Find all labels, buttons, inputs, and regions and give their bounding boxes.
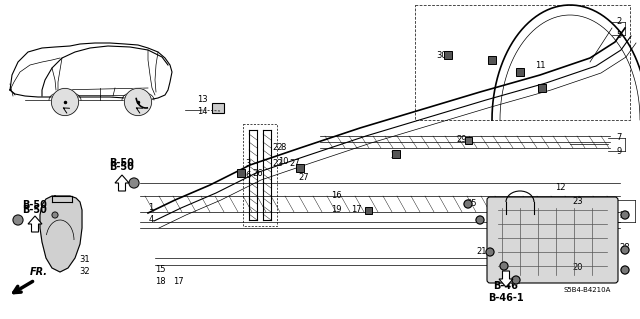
Polygon shape [499,271,513,287]
Text: 1: 1 [148,204,154,212]
Bar [212,103,224,113]
Text: B-46: B-46 [493,281,518,291]
Polygon shape [115,175,129,191]
Text: 31: 31 [80,256,90,264]
Circle shape [464,200,472,208]
Circle shape [52,212,58,218]
Text: 10: 10 [278,157,288,166]
Text: 13: 13 [196,95,207,105]
Text: S5B4-B4210A: S5B4-B4210A [563,287,611,293]
Text: 27: 27 [290,159,300,167]
Text: B-50: B-50 [22,205,47,215]
Circle shape [500,262,508,270]
Text: 12: 12 [555,183,565,192]
Text: 26: 26 [253,168,263,177]
Text: 16: 16 [331,191,341,201]
Bar [444,51,452,59]
Text: B-46-1: B-46-1 [488,293,524,303]
Circle shape [13,215,23,225]
Bar [237,169,245,177]
Circle shape [512,276,520,284]
Text: 21: 21 [511,278,521,286]
Circle shape [621,211,629,219]
Text: 32: 32 [80,268,90,277]
Bar [538,84,546,92]
Bar [365,206,371,213]
Text: 23: 23 [573,197,583,206]
Text: B-50: B-50 [22,200,47,210]
Bar [465,137,472,144]
Polygon shape [40,196,82,272]
Text: 27: 27 [299,174,309,182]
Circle shape [51,88,79,115]
Text: 18: 18 [155,278,165,286]
Text: 2: 2 [616,18,621,26]
Text: B-50: B-50 [109,162,134,172]
Text: 20: 20 [573,263,583,272]
Polygon shape [28,216,42,232]
Bar [516,68,524,76]
Text: 30: 30 [436,50,447,60]
Circle shape [621,246,629,254]
Circle shape [621,266,629,274]
Text: 11: 11 [535,61,545,70]
Bar [488,56,496,64]
Text: 3: 3 [245,159,251,167]
Circle shape [124,88,152,115]
Circle shape [129,178,139,188]
FancyBboxPatch shape [487,197,618,283]
Text: 8: 8 [280,144,285,152]
Text: 19: 19 [331,205,341,214]
Text: 17: 17 [351,205,362,214]
Text: 29: 29 [457,136,467,145]
Text: 4: 4 [148,216,154,225]
Text: 26: 26 [390,151,401,160]
Text: 21: 21 [477,248,487,256]
Bar [392,150,400,158]
Circle shape [486,248,494,256]
Text: 15: 15 [155,265,165,275]
Text: 22: 22 [273,159,284,167]
Text: 22: 22 [273,144,284,152]
Text: 17: 17 [173,278,183,286]
Text: 14: 14 [196,107,207,115]
Bar [296,164,304,172]
Text: FR.: FR. [30,267,48,277]
Text: 28: 28 [620,243,630,253]
Text: 24: 24 [620,211,630,219]
Text: 6: 6 [245,170,251,180]
Text: B-50: B-50 [109,158,134,168]
Text: 9: 9 [616,146,621,155]
Text: 5: 5 [616,31,621,40]
Circle shape [476,216,484,224]
Text: 25: 25 [467,198,477,207]
Text: 7: 7 [616,133,621,143]
